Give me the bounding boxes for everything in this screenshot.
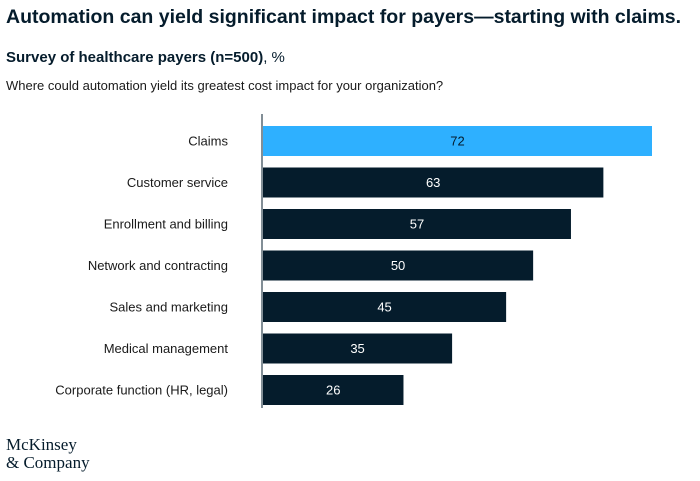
value-label-1: 63 <box>426 175 440 190</box>
bar-5 <box>263 333 453 364</box>
category-label-5: Medical management <box>104 341 229 356</box>
chart-subtitle: Survey of healthcare payers (n=500), % <box>6 49 285 66</box>
value-label-3: 50 <box>391 258 405 273</box>
bar-6 <box>263 375 404 405</box>
survey-question: Where could automation yield its greates… <box>6 78 444 93</box>
category-label-2: Enrollment and billing <box>104 217 228 232</box>
bar-1 <box>263 167 604 198</box>
subtitle-unit: , % <box>263 49 285 66</box>
chart-title: Automation can yield significant impact … <box>6 6 682 28</box>
bar-4 <box>263 292 507 322</box>
category-label-0: Claims <box>188 134 228 149</box>
bar-chart: Claims 72 Customer service 63 Enrollment and… <box>55 114 652 408</box>
value-label-4: 45 <box>377 300 391 315</box>
value-label-5: 35 <box>350 341 364 356</box>
category-label-3: Network and contracting <box>88 258 228 273</box>
bar-0 <box>263 126 652 156</box>
category-label-6: Corporate function (HR, legal) <box>55 383 228 398</box>
value-label-2: 57 <box>410 217 424 232</box>
bar-2 <box>263 209 571 239</box>
value-label-6: 26 <box>326 383 340 398</box>
bar-3 <box>263 250 534 281</box>
value-label-0: 72 <box>450 134 464 149</box>
category-label-1: Customer service <box>127 175 228 190</box>
category-label-4: Sales and marketing <box>109 300 228 315</box>
mckinsey-logo: McKinsey & Company <box>6 436 90 472</box>
subtitle-survey: Survey of healthcare payers (n=500) <box>6 49 264 66</box>
logo-line-1: McKinsey <box>6 435 77 454</box>
logo-line-2: & Company <box>6 453 90 472</box>
